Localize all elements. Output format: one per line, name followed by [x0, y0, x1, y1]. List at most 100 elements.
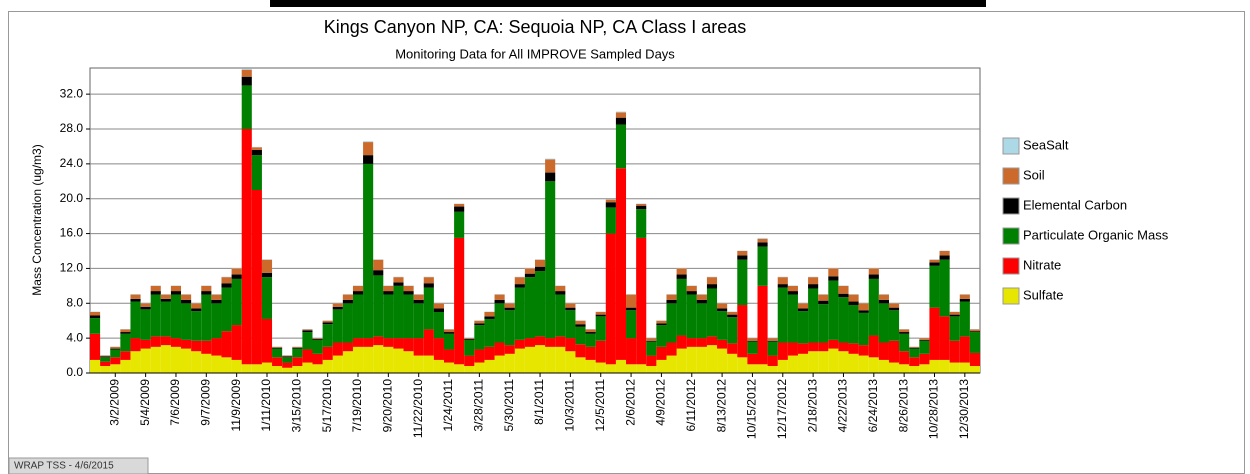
bar-segment — [201, 285, 212, 292]
legend-label: Sulfate — [1023, 287, 1063, 302]
bar-segment — [706, 284, 718, 289]
bar-segment — [191, 351, 202, 373]
bar-segment — [919, 338, 930, 340]
bar-segment — [555, 294, 566, 337]
legend-swatch — [1002, 197, 1020, 215]
bar-segment — [696, 338, 707, 347]
bar-segment — [282, 357, 293, 363]
bar-segment — [888, 340, 900, 363]
bar-segment — [312, 339, 323, 354]
bar-segment — [454, 237, 465, 365]
bar-segment — [221, 283, 232, 288]
bar-segment — [585, 346, 596, 360]
bar-segment — [272, 357, 283, 367]
bar-segment — [787, 294, 798, 343]
bar-segment — [191, 308, 202, 312]
bar-segment — [332, 303, 343, 307]
bar-segment — [595, 316, 606, 341]
bar-segment — [696, 294, 707, 300]
x-tick-label: 10/15/2012 — [745, 379, 759, 439]
legend-label: Soil — [1023, 167, 1045, 182]
legend-label: Nitrate — [1023, 257, 1061, 272]
bar-segment — [828, 280, 839, 340]
bar-segment — [747, 353, 758, 365]
bar-segment — [929, 307, 940, 360]
y-tick-label: 4.0 — [66, 330, 83, 344]
x-tick-label: 12/30/2013 — [957, 379, 971, 439]
bar-segment — [636, 364, 647, 373]
bar-segment — [646, 338, 657, 341]
bar-segment — [545, 159, 556, 173]
bar-segment — [828, 348, 839, 373]
bar-segment — [535, 259, 546, 267]
bar-segment — [231, 325, 242, 360]
bar-segment — [474, 320, 485, 324]
bar-segment — [181, 348, 192, 373]
bar-segment — [312, 338, 323, 340]
bar-segment — [969, 352, 980, 367]
bar-segment — [292, 347, 303, 349]
x-tick-label: 12/17/2012 — [775, 379, 789, 439]
bar-segment — [443, 332, 455, 334]
bar-segment — [251, 149, 262, 156]
bar-segment — [717, 303, 728, 309]
bar-segment — [686, 346, 697, 373]
bar-segment — [899, 332, 910, 334]
x-tick-label: 1/11/2010 — [259, 379, 273, 432]
bar-segment — [110, 357, 121, 365]
bar-segment — [919, 339, 930, 341]
bar-segment — [615, 117, 627, 125]
bar-segment — [363, 338, 374, 347]
bar-segment — [899, 333, 910, 352]
bar-segment — [484, 312, 495, 317]
bar-segment — [170, 294, 182, 339]
bar-segment — [706, 345, 718, 373]
bar-segment — [120, 351, 131, 360]
bar-segment — [706, 288, 718, 337]
bar-segment — [878, 359, 889, 373]
bar-segment — [949, 340, 960, 363]
bar-segment — [261, 362, 273, 373]
bar-segment — [484, 346, 495, 360]
bar-segment — [595, 362, 606, 373]
x-tick-label: 3/2/2009 — [107, 379, 121, 426]
bar-segment — [373, 336, 384, 346]
bar-segment — [423, 329, 434, 356]
bar-segment — [969, 332, 980, 353]
bar-segment — [120, 332, 131, 334]
bar-segment — [919, 340, 930, 354]
bar-segment — [605, 207, 616, 234]
bar-segment — [615, 111, 627, 113]
legend-label: SeaSalt — [1023, 137, 1069, 152]
bar-segment — [727, 343, 738, 354]
bar-segment — [170, 285, 182, 292]
bar-segment — [504, 345, 515, 354]
bar-segment — [251, 147, 262, 150]
bar-segment — [858, 345, 869, 356]
bar-segment — [636, 203, 647, 206]
bar-segment — [646, 341, 657, 356]
bar-segment — [211, 338, 222, 356]
bar-segment — [443, 333, 455, 350]
bar-segment — [261, 318, 273, 363]
bar-segment — [160, 301, 171, 337]
bar-segment — [656, 346, 667, 360]
bar-segment — [494, 303, 505, 343]
bar-segment — [474, 349, 485, 363]
bar-segment — [555, 291, 566, 295]
bar-segment — [828, 276, 839, 281]
bar-segment — [150, 336, 161, 347]
bar-segment — [747, 341, 758, 354]
bar-segment — [858, 312, 869, 346]
bar-segment — [393, 348, 404, 373]
y-tick-label: 28.0 — [60, 121, 84, 135]
bar-segment — [413, 294, 424, 300]
x-tick-label: 9/7/2009 — [198, 379, 212, 426]
bar-segment — [302, 329, 313, 331]
bar-segment — [504, 307, 515, 311]
chart-title: Kings Canyon NP, CA: Sequoia NP, CA Clas… — [324, 17, 747, 37]
x-tick-label: 11/9/2009 — [229, 379, 243, 432]
bar-segment — [676, 335, 687, 349]
bar-segment — [929, 259, 940, 263]
bar-segment — [838, 351, 849, 373]
